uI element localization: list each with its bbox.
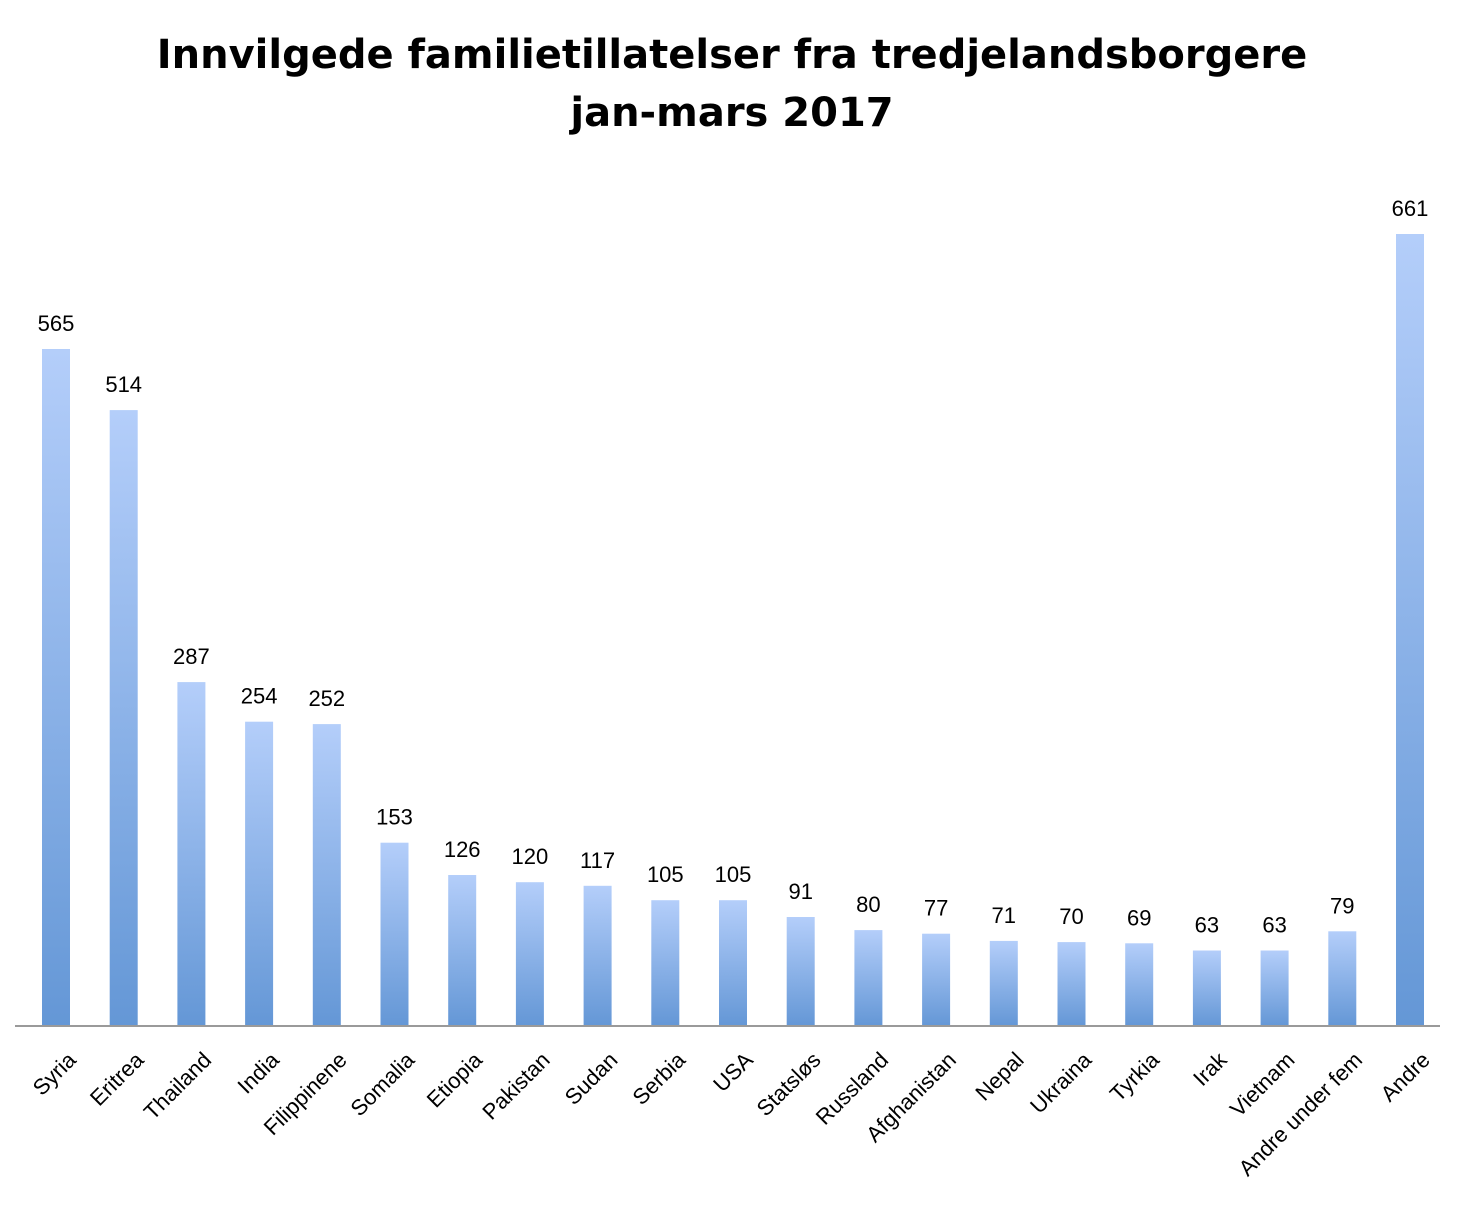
value-label-14: 71 xyxy=(992,903,1016,928)
category-label-5: Somalia xyxy=(345,1047,419,1121)
value-label-4: 252 xyxy=(308,686,345,711)
value-label-8: 117 xyxy=(580,848,615,873)
bar-15 xyxy=(1057,942,1086,1026)
bar-13 xyxy=(922,933,951,1026)
value-labels-group: 565 514 287 254 252 153 126 120 117 105 105 91 80 77 7… xyxy=(38,196,1429,938)
bar-0 xyxy=(42,349,70,1026)
bars-group xyxy=(42,234,1424,1027)
chart-title-line-2: jan-mars 2017 xyxy=(570,90,894,136)
category-label-19: Andre under fem xyxy=(1234,1047,1368,1181)
value-label-20: 661 xyxy=(1392,196,1429,221)
category-label-3: India xyxy=(233,1047,285,1099)
category-label-20: Andre xyxy=(1376,1047,1435,1106)
category-label-1: Eritrea xyxy=(85,1047,149,1111)
category-label-16: Tyrkia xyxy=(1105,1047,1165,1107)
bar-5 xyxy=(380,842,409,1026)
value-label-6: 126 xyxy=(444,837,481,862)
value-label-9: 105 xyxy=(647,862,684,887)
value-label-19: 79 xyxy=(1330,893,1354,918)
value-label-1: 514 xyxy=(105,372,142,397)
value-label-10: 105 xyxy=(715,862,752,887)
bar-16 xyxy=(1125,943,1154,1026)
bar-7 xyxy=(515,882,544,1026)
bar-3 xyxy=(245,721,274,1026)
category-label-0: Syria xyxy=(28,1047,82,1101)
value-label-7: 120 xyxy=(512,844,549,869)
value-label-18: 63 xyxy=(1262,913,1286,938)
bar-6 xyxy=(448,875,477,1026)
bar-20 xyxy=(1396,234,1424,1026)
value-label-0: 565 xyxy=(38,311,75,336)
category-label-7: Pakistan xyxy=(477,1047,554,1124)
value-label-15: 70 xyxy=(1059,904,1083,929)
bar-9 xyxy=(651,900,680,1026)
value-label-5: 153 xyxy=(376,805,413,830)
value-label-13: 77 xyxy=(924,896,948,921)
category-label-17: Irak xyxy=(1188,1046,1232,1090)
chart-title: Innvilgede familietillatelser fra tredje… xyxy=(0,26,1464,142)
category-label-15: Ukraina xyxy=(1025,1047,1097,1119)
bar-8 xyxy=(583,885,612,1026)
bar-12 xyxy=(854,930,883,1026)
bar-1 xyxy=(109,410,138,1027)
bar-10 xyxy=(719,900,747,1026)
category-label-14: Nepal xyxy=(970,1047,1028,1105)
chart-title-line-1: Innvilgede familietillatelser fra tredje… xyxy=(156,32,1308,78)
value-label-17: 63 xyxy=(1195,913,1219,938)
value-label-16: 69 xyxy=(1127,905,1151,930)
bar-14 xyxy=(989,940,1018,1026)
category-label-2: Thailand xyxy=(139,1047,216,1124)
category-label-8: Sudan xyxy=(560,1047,623,1110)
bar-18 xyxy=(1260,950,1289,1026)
category-label-9: Serbia xyxy=(628,1047,691,1110)
value-label-2: 287 xyxy=(173,644,210,669)
value-label-11: 91 xyxy=(788,879,812,904)
bar-19 xyxy=(1328,931,1357,1026)
bar-2 xyxy=(177,682,206,1026)
value-label-3: 254 xyxy=(241,684,278,709)
bar-17 xyxy=(1192,950,1221,1026)
category-label-10: USA xyxy=(708,1047,758,1097)
bar-11 xyxy=(786,917,815,1026)
bar-4 xyxy=(312,724,341,1026)
category-label-6: Etiopia xyxy=(422,1047,488,1113)
value-label-12: 80 xyxy=(856,892,880,917)
